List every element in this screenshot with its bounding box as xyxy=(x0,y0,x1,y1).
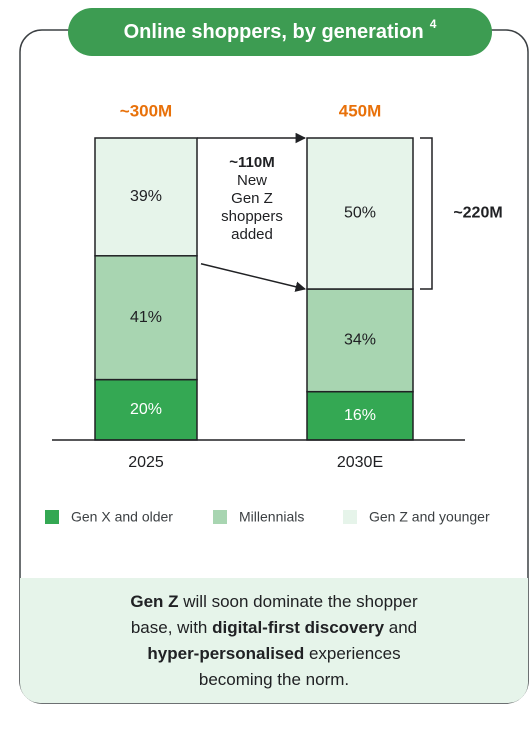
x-tick-label: 2025 xyxy=(128,454,164,471)
annotation-line: ~110M xyxy=(229,154,274,171)
bar-segment xyxy=(94,255,198,381)
arrow xyxy=(200,263,307,292)
bracket-label: ~220M xyxy=(453,205,502,222)
segment-label: 41% xyxy=(130,309,162,326)
legend-label: Millennials xyxy=(239,509,304,525)
bar-segment xyxy=(306,137,414,290)
footer-segment: digital-first discovery xyxy=(212,617,385,637)
legend-swatch xyxy=(343,510,357,524)
legend-label: Gen X and older xyxy=(71,509,173,525)
total-label: ~300M xyxy=(120,101,172,120)
x-tick-label: 2030E xyxy=(337,454,383,471)
annotation-line: added xyxy=(231,226,273,243)
footer-segment: will soon dominate the shopper base, wit… xyxy=(130,591,418,637)
annotation-line: New xyxy=(237,172,267,189)
footer-text: Gen Z will soon dominate the shopper bas… xyxy=(114,589,434,693)
title-pill xyxy=(68,8,492,56)
title-note: 4 xyxy=(430,17,437,31)
segment-label: 20% xyxy=(130,401,162,418)
annotation-line: Gen Z xyxy=(231,190,273,207)
footer-segment: and xyxy=(384,617,418,637)
bar-segment xyxy=(306,288,414,393)
bar-segment xyxy=(94,378,198,441)
footer-box: Gen Z will soon dominate the shopper bas… xyxy=(20,578,528,703)
total-label: 450M xyxy=(339,101,382,120)
bar-segment xyxy=(94,137,198,257)
bracket xyxy=(420,137,433,290)
footer-segment: hyper-personalised xyxy=(147,643,305,663)
segment-label: 34% xyxy=(344,332,376,349)
legend-label: Gen Z and younger xyxy=(369,509,490,525)
segment-label: 39% xyxy=(130,188,162,205)
segment-label: 16% xyxy=(344,407,376,424)
legend-swatch xyxy=(45,510,59,524)
footer-segment: Gen Z xyxy=(130,591,179,611)
chart-title: Online shoppers, by generation 4 xyxy=(124,17,437,43)
legend-swatch xyxy=(213,510,227,524)
footer-segment: experiences becoming the norm. xyxy=(198,643,401,689)
segment-label: 50% xyxy=(344,205,376,222)
title-text: Online shoppers, by generation xyxy=(124,21,424,43)
annotation-line: shoppers xyxy=(221,208,283,225)
